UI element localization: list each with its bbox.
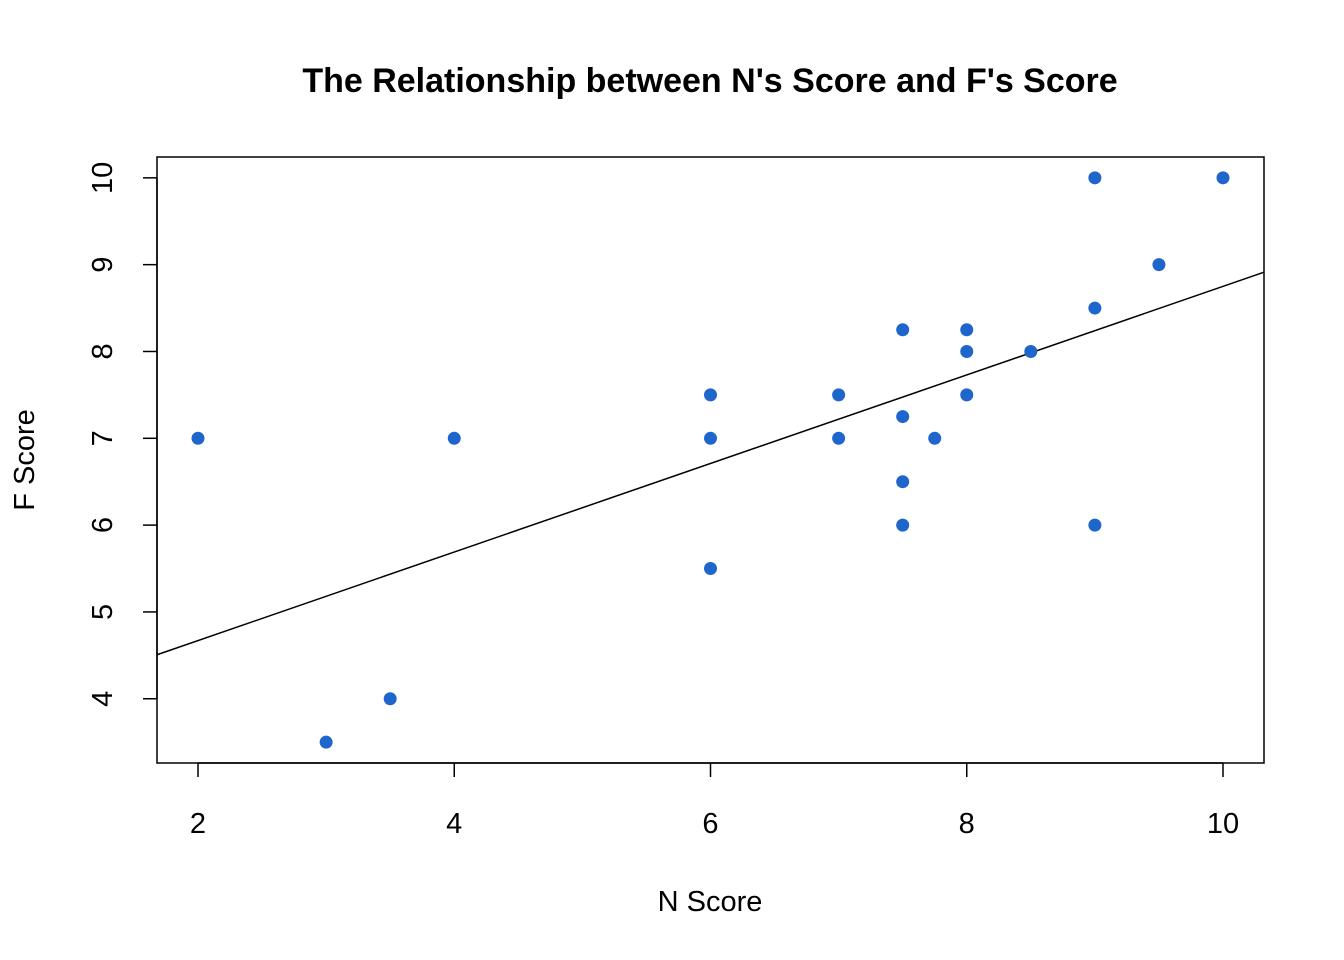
chart-title: The Relationship between N's Score and F… — [302, 62, 1117, 100]
data-point — [896, 323, 910, 337]
y-tick-label: 7 — [87, 430, 119, 446]
y-axis: 4 5 6 7 8 9 10 — [87, 162, 158, 707]
data-point — [832, 388, 846, 402]
y-tick-label: 4 — [87, 691, 119, 707]
data-point — [960, 388, 974, 402]
data-points — [191, 171, 1230, 749]
y-tick-label: 5 — [87, 604, 119, 620]
data-point — [896, 518, 910, 532]
x-axis-label: N Score — [658, 886, 763, 918]
x-tick-label: 6 — [702, 808, 718, 840]
x-tick-label: 8 — [959, 808, 975, 840]
data-point — [928, 431, 942, 445]
data-point — [704, 562, 717, 576]
data-point — [1088, 301, 1102, 315]
data-point — [1088, 171, 1102, 185]
x-tick-label: 10 — [1207, 808, 1239, 840]
data-point — [319, 735, 333, 749]
data-point — [191, 431, 205, 445]
data-point — [704, 431, 717, 445]
data-point — [447, 431, 461, 445]
data-point — [832, 431, 846, 445]
data-point — [896, 475, 910, 489]
regression-line — [156, 271, 1265, 656]
y-tick-label: 6 — [87, 517, 119, 533]
data-point — [1216, 171, 1230, 185]
data-point — [704, 388, 717, 402]
data-point — [960, 344, 974, 358]
data-point — [1088, 518, 1102, 532]
plot-frame — [156, 156, 1265, 764]
x-tick-label: 4 — [446, 808, 462, 840]
y-axis-label: F Score — [9, 409, 41, 511]
data-point — [896, 410, 910, 424]
data-point — [960, 323, 974, 337]
data-point — [1152, 258, 1166, 272]
regression-line-group — [156, 271, 1265, 656]
y-tick-label: 9 — [87, 257, 119, 273]
data-point — [383, 692, 397, 706]
y-tick-label: 8 — [87, 343, 119, 359]
y-tick-label: 10 — [87, 162, 119, 194]
x-tick-label: 2 — [190, 808, 206, 840]
x-axis: 2 4 6 8 10 — [190, 762, 1239, 840]
data-point — [1024, 344, 1038, 358]
